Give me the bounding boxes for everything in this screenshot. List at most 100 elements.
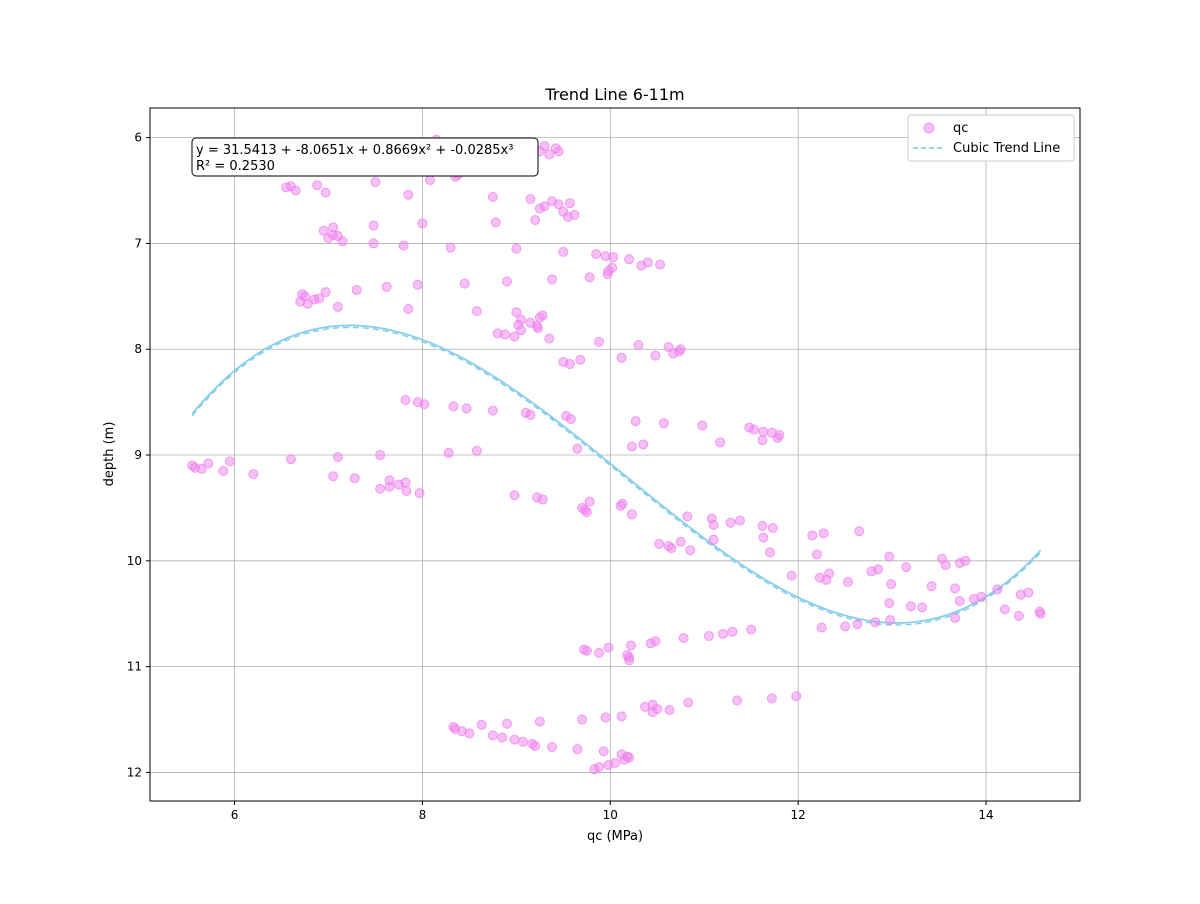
qc-point: [926, 581, 937, 592]
qc-point: [375, 450, 386, 461]
qc-point: [603, 760, 614, 771]
qc-point: [818, 528, 829, 539]
qc-point: [608, 252, 619, 263]
trend-line-layer: [191, 324, 1042, 626]
qc-point: [591, 249, 602, 260]
qc-point: [530, 740, 541, 751]
cubic-trend-line-dashed: [191, 326, 1042, 626]
qc-point: [901, 562, 912, 573]
qc-point: [734, 515, 745, 526]
qc-point: [332, 301, 343, 312]
qc-point: [685, 545, 696, 556]
qc-point: [459, 278, 470, 289]
qc-point: [575, 354, 586, 365]
plot-area-frame: [149, 107, 1081, 802]
qc-point: [337, 236, 348, 247]
y-tick-label: 8: [134, 342, 142, 356]
qc-point: [647, 707, 658, 718]
qc-point: [594, 647, 605, 658]
qc-point: [1015, 589, 1026, 600]
qc-point: [248, 469, 259, 480]
qc-point: [885, 615, 896, 626]
qc-point: [633, 339, 644, 350]
qc-point: [196, 463, 207, 474]
x-tick-label: 8: [419, 808, 427, 822]
qc-point: [821, 574, 832, 585]
qc-point: [497, 732, 508, 743]
qc-point: [368, 220, 379, 231]
y-tick-label: 6: [134, 131, 142, 145]
qc-point: [419, 399, 430, 410]
qc-point: [525, 193, 536, 204]
y-tick-label: 7: [134, 236, 142, 250]
qc-point: [565, 414, 576, 425]
qc-point: [668, 348, 679, 359]
qc-point: [666, 543, 677, 554]
qc-point: [682, 511, 693, 522]
qc-point: [950, 583, 961, 594]
qc-point: [285, 454, 296, 465]
qc-point: [866, 566, 877, 577]
qc-point: [517, 736, 528, 747]
qc-point: [320, 287, 331, 298]
y-tick-label: 9: [134, 448, 142, 462]
qc-point: [749, 424, 760, 435]
qc-point: [727, 626, 738, 637]
qc-point: [375, 483, 386, 494]
qc-point: [870, 617, 881, 628]
qc-point: [625, 640, 636, 651]
x-tick-label: 10: [603, 808, 618, 822]
qc-point: [758, 426, 769, 437]
legend: qc Cubic Trend Line: [907, 114, 1075, 162]
equation-annotation: y = 31.5413 + -8.0651x + 0.8669x² + -0.0…: [191, 137, 539, 177]
qc-point: [664, 705, 675, 716]
qc-point: [487, 405, 498, 416]
qc-point: [332, 452, 343, 463]
qc-point: [624, 655, 635, 666]
qc-point: [501, 276, 512, 287]
qc-point: [368, 238, 379, 249]
qc-point: [816, 622, 827, 633]
qc-point: [412, 279, 423, 290]
qc-point: [572, 744, 583, 755]
qc-point: [655, 259, 666, 270]
qc-point: [854, 526, 865, 537]
qc-point: [603, 642, 614, 653]
qc-point: [581, 645, 592, 656]
qc-point: [516, 325, 527, 336]
qc-point: [414, 488, 425, 499]
qc-point: [757, 520, 768, 531]
qc-point: [619, 754, 630, 765]
qc-point: [884, 551, 895, 562]
qc-point: [534, 716, 545, 727]
qc-point: [320, 187, 331, 198]
qc-point: [349, 473, 360, 484]
qc-point: [968, 593, 979, 604]
qc-point: [312, 180, 323, 191]
qc-point: [840, 621, 851, 632]
qc-point: [642, 257, 653, 268]
qc-point: [393, 479, 404, 490]
cubic-trend-line: [191, 324, 1042, 624]
qc-point: [445, 242, 456, 253]
qc-point: [224, 456, 235, 467]
qc-point: [448, 401, 459, 412]
qc-point: [553, 146, 564, 157]
qc-point: [328, 471, 339, 482]
qc-point: [718, 628, 729, 639]
qc-point: [553, 199, 564, 210]
qc-point: [564, 198, 575, 209]
qc-point: [708, 534, 719, 545]
qc-point: [954, 596, 965, 607]
qc-point: [954, 557, 965, 568]
qc-point: [218, 465, 229, 476]
qc-point: [658, 418, 669, 429]
qc-point: [572, 443, 583, 454]
qc-point: [532, 323, 543, 334]
qc-point: [509, 734, 520, 745]
qc-point: [537, 494, 548, 505]
grid-lines: [150, 108, 1080, 801]
x-tick-label: 14: [978, 808, 993, 822]
qc-point: [992, 584, 1003, 595]
